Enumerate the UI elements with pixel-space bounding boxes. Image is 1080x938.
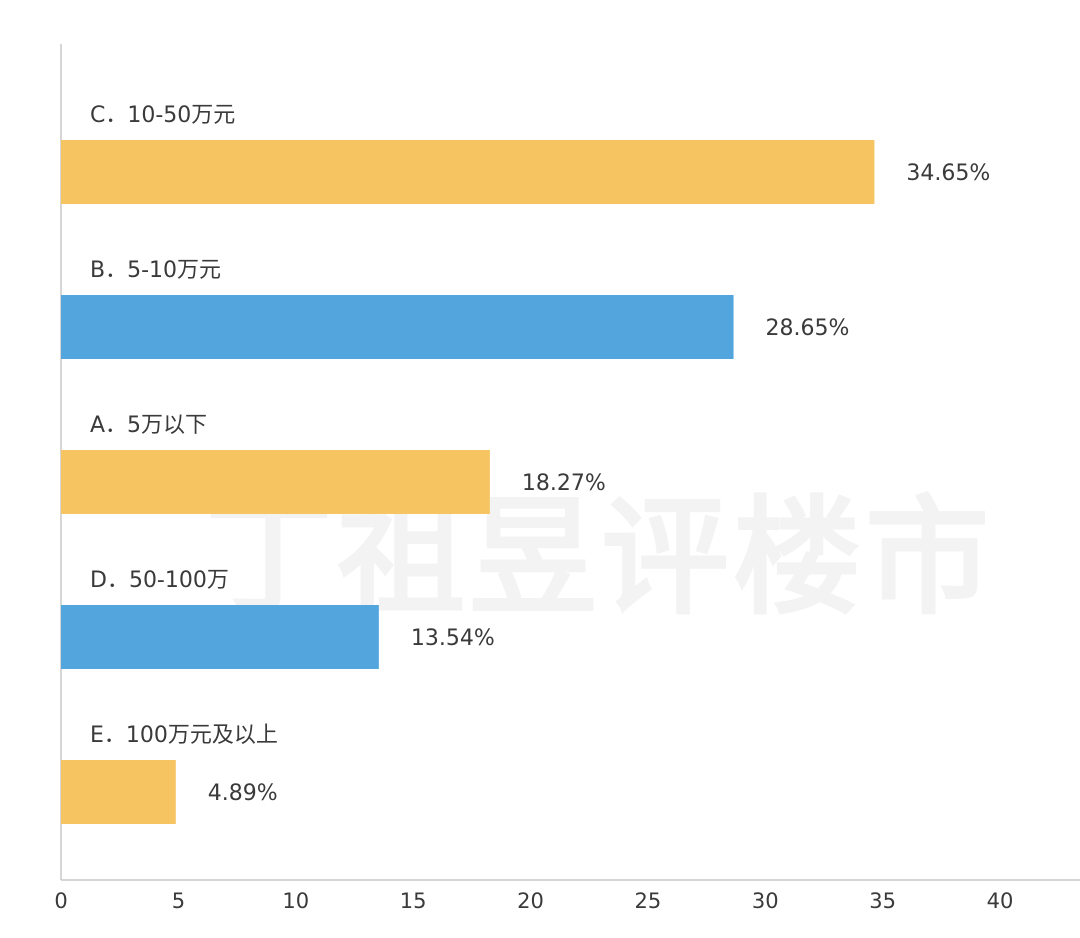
x-tick-label-7: 35: [869, 889, 896, 913]
x-tick-label-1: 5: [172, 889, 185, 913]
x-tick-label-2: 10: [282, 889, 309, 913]
x-tick-label-5: 25: [635, 889, 662, 913]
category-label-1: B．5-10万元: [90, 258, 221, 283]
bar-3: [61, 605, 379, 669]
category-label-2: A．5万以下: [90, 413, 207, 438]
category-label-3: D．50-100万: [90, 568, 229, 593]
x-tick-label-8: 40: [987, 889, 1014, 913]
value-label-2: 18.27%: [522, 471, 606, 496]
value-label-1: 28.65%: [766, 316, 850, 341]
x-tick-label-6: 30: [752, 889, 779, 913]
bar-0: [61, 140, 875, 204]
category-label-4: E．100万元及以上: [90, 723, 278, 748]
category-label-0: C．10-50万元: [90, 103, 235, 128]
chart-labels: C．10-50万元 34.65% B．5-10万元 28.65% A．5万以下 18.27…: [90, 103, 990, 806]
value-label-0: 34.65%: [906, 161, 990, 186]
bar-1: [61, 295, 734, 359]
x-tick-label-0: 0: [54, 889, 67, 913]
bar-4: [61, 760, 176, 824]
x-tick-label-3: 15: [400, 889, 427, 913]
value-label-4: 4.89%: [208, 781, 278, 806]
value-label-3: 13.54%: [411, 626, 495, 651]
chart-bars: [61, 140, 875, 824]
bar-2: [61, 450, 490, 514]
chart-x-ticks: 0 5 10 15 20 25 30 35 40: [54, 889, 1013, 913]
x-tick-label-4: 20: [517, 889, 544, 913]
